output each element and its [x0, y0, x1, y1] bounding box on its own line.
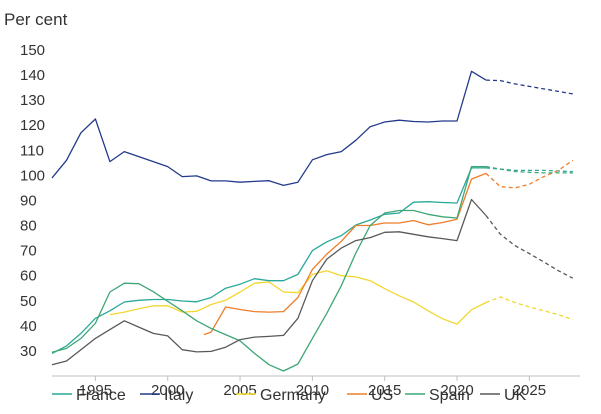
legend-label: UK: [504, 387, 527, 404]
legend-item-spain: Spain: [405, 387, 470, 404]
series-projection-france: [485, 167, 573, 173]
y-tick-label: 70: [20, 243, 37, 260]
series-projection-uk: [485, 215, 574, 279]
legend-label: Spain: [429, 387, 470, 404]
y-tick-label: 40: [20, 318, 37, 335]
series-projection-germany: [485, 296, 574, 321]
series-line-germany: [109, 270, 487, 325]
y-tick-label: 120: [20, 117, 45, 134]
series-line-spain: [51, 165, 486, 372]
legend-item-uk: UK: [480, 387, 527, 404]
legend-item-us: US: [347, 387, 393, 404]
legend-label: Italy: [164, 387, 193, 404]
y-tick-label: 150: [20, 42, 45, 59]
series-line-france: [51, 167, 486, 354]
legend-label: Germany: [260, 387, 326, 404]
y-tick-label: 30: [20, 343, 37, 360]
x-axis-ticks: 1995 2000 2005 2010 2015 2020 2025: [79, 376, 546, 399]
y-axis-unit-label: Per cent: [4, 10, 68, 29]
x-tick-label: 2020: [440, 382, 473, 399]
y-axis-ticks: 30 40 50 60 70 80 90 100 110 120 130 140 150: [20, 42, 45, 360]
series-projection-spain: [485, 165, 573, 174]
series-line-uk: [51, 198, 487, 366]
x-tick-label: 2015: [368, 382, 401, 399]
legend-item-italy: Italy: [140, 387, 193, 404]
legend-label: US: [371, 387, 393, 404]
y-tick-label: 80: [20, 218, 37, 235]
legend-item-france: France: [52, 387, 126, 404]
y-tick-label: 50: [20, 293, 37, 310]
y-tick-label: 90: [20, 192, 37, 209]
series-layer: [51, 70, 574, 372]
series-projection-us: [485, 159, 574, 189]
legend-label: France: [76, 387, 126, 404]
x-tick-label: 2005: [223, 382, 256, 399]
series-line-italy: [51, 70, 487, 187]
x-tick-label: 1995: [79, 382, 112, 399]
y-tick-label: 140: [20, 67, 45, 84]
legend: France Italy Germany US Spain UK: [52, 387, 527, 404]
y-tick-label: 110: [20, 142, 44, 159]
y-tick-label: 60: [20, 268, 37, 285]
y-tick-label: 100: [20, 167, 45, 184]
x-tick-label: 2025: [513, 382, 546, 399]
x-tick-label: 2010: [296, 382, 329, 399]
series-projection-italy: [485, 79, 573, 95]
legend-item-germany: Germany: [236, 387, 326, 404]
series-line-us: [203, 172, 487, 336]
y-tick-label: 130: [20, 92, 45, 109]
